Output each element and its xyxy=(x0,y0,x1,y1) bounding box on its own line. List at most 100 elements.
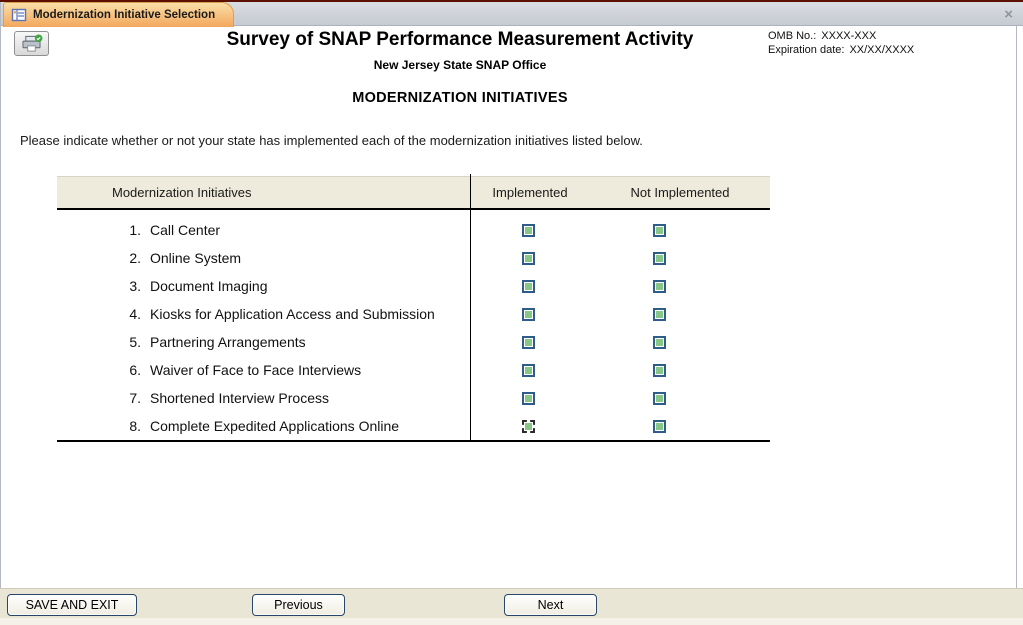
row-label: Call Center xyxy=(150,222,221,238)
indeterminate-mark xyxy=(524,338,532,346)
print-button[interactable] xyxy=(14,31,49,56)
expiration-value: XX/XX/XXXX xyxy=(849,44,915,56)
checkbox-not-implemented[interactable] xyxy=(652,419,666,433)
checkbox-not-implemented[interactable] xyxy=(652,391,666,405)
not-implemented-cell xyxy=(586,223,732,237)
initiative-label-cell: 4. Kiosks for Application Access and Sub… xyxy=(57,306,470,322)
checkbox-not-implemented[interactable] xyxy=(652,279,666,293)
indeterminate-mark xyxy=(524,310,532,318)
checkbox-not-implemented[interactable] xyxy=(652,307,666,321)
checkbox-implemented[interactable] xyxy=(521,251,535,265)
implemented-cell xyxy=(470,363,586,377)
form-icon xyxy=(11,7,27,23)
indeterminate-mark xyxy=(524,366,532,374)
checkbox-not-implemented[interactable] xyxy=(652,251,666,265)
footer-bottom-strip xyxy=(0,618,1023,625)
omb-no-label: OMB No.: xyxy=(768,30,817,42)
implemented-cell xyxy=(470,223,586,237)
initiative-label-cell: 6. Waiver of Face to Face Interviews xyxy=(57,362,470,378)
indeterminate-mark xyxy=(524,422,532,430)
table-row: 4. Kiosks for Application Access and Sub… xyxy=(57,300,770,328)
implemented-cell xyxy=(470,335,586,349)
section-heading: MODERNIZATION INITIATIVES xyxy=(352,90,568,106)
row-label: Document Imaging xyxy=(150,278,268,294)
column-divider xyxy=(470,174,471,440)
checkbox-implemented[interactable] xyxy=(521,391,535,405)
table-row: 7. Shortened Interview Process xyxy=(57,384,770,412)
checkbox-implemented[interactable] xyxy=(521,335,535,349)
implemented-cell xyxy=(470,307,586,321)
row-number: 2. xyxy=(129,250,141,266)
printer-icon xyxy=(20,34,43,53)
row-number: 7. xyxy=(129,390,141,406)
previous-button[interactable]: Previous xyxy=(252,594,345,616)
column-header-not-implemented: Not Implemented xyxy=(630,185,730,200)
indeterminate-mark xyxy=(655,310,663,318)
window-left-edge xyxy=(0,2,1,625)
indeterminate-mark xyxy=(524,226,532,234)
indeterminate-mark xyxy=(655,254,663,262)
omb-no-value: XXXX-XXX xyxy=(821,30,877,42)
tab-modernization-initiative-selection[interactable]: Modernization Initiative Selection xyxy=(3,2,235,27)
checkbox-implemented[interactable] xyxy=(521,223,535,237)
not-implemented-cell xyxy=(586,419,732,433)
close-icon[interactable]: × xyxy=(1004,6,1013,23)
row-number: 5. xyxy=(129,334,141,350)
initiative-label-cell: 5. Partnering Arrangements xyxy=(57,334,470,350)
row-number: 8. xyxy=(129,418,141,434)
implemented-cell xyxy=(470,251,586,265)
instruction-text: Please indicate whether or not your stat… xyxy=(20,133,643,148)
indeterminate-mark xyxy=(655,338,663,346)
row-label: Kiosks for Application Access and Submis… xyxy=(150,306,435,322)
indeterminate-mark xyxy=(524,254,532,262)
checkbox-not-implemented[interactable] xyxy=(652,335,666,349)
checkbox-not-implemented[interactable] xyxy=(652,363,666,377)
window-right-edge xyxy=(1016,26,1017,625)
not-implemented-cell xyxy=(586,363,732,377)
indeterminate-mark xyxy=(655,366,663,374)
indeterminate-mark xyxy=(655,394,663,402)
save-and-exit-button[interactable]: SAVE AND EXIT xyxy=(7,594,137,616)
table-header-row: Modernization Initiatives Implemented No… xyxy=(57,176,770,210)
table-row: 2. Online System xyxy=(57,244,770,272)
table-row: 1. Call Center xyxy=(57,216,770,244)
checkbox-implemented[interactable] xyxy=(521,419,535,433)
row-label: Partnering Arrangements xyxy=(150,334,306,350)
checkbox-implemented[interactable] xyxy=(521,279,535,293)
next-button[interactable]: Next xyxy=(504,594,597,616)
row-label: Shortened Interview Process xyxy=(150,390,329,406)
checkbox-not-implemented[interactable] xyxy=(652,223,666,237)
indeterminate-mark xyxy=(524,394,532,402)
window-top-accent xyxy=(0,0,1023,2)
row-label: Waiver of Face to Face Interviews xyxy=(150,362,362,378)
initiative-label-cell: 2. Online System xyxy=(57,250,470,266)
row-number: 4. xyxy=(129,306,141,322)
table-row: 8. Complete Expedited Applications Onlin… xyxy=(57,412,770,440)
implemented-cell xyxy=(470,279,586,293)
indeterminate-mark xyxy=(655,422,663,430)
implemented-cell xyxy=(470,419,586,433)
checkbox-implemented[interactable] xyxy=(521,363,535,377)
initiative-label-cell: 3. Document Imaging xyxy=(57,278,470,294)
modernization-initiatives-table: Modernization Initiatives Implemented No… xyxy=(57,174,770,442)
initiative-label-cell: 1. Call Center xyxy=(57,222,470,238)
not-implemented-cell xyxy=(586,307,732,321)
not-implemented-cell xyxy=(586,335,732,349)
omb-info: OMB No.: XXXX-XXX Expiration date: XX/XX/X… xyxy=(768,29,914,57)
column-header-implemented: Implemented xyxy=(492,185,568,200)
expiration-label: Expiration date: xyxy=(768,44,845,56)
indeterminate-mark xyxy=(655,226,663,234)
table-body: 1. Call Center 2. Online System xyxy=(57,174,770,442)
indeterminate-mark xyxy=(524,282,532,290)
row-number: 1. xyxy=(129,222,141,238)
checkbox-implemented[interactable] xyxy=(521,307,535,321)
column-header-initiatives: Modernization Initiatives xyxy=(112,185,252,200)
table-row: 5. Partnering Arrangements xyxy=(57,328,770,356)
page-title: Survey of SNAP Performance Measurement A… xyxy=(226,29,694,50)
indeterminate-mark xyxy=(655,282,663,290)
initiative-label-cell: 7. Shortened Interview Process xyxy=(57,390,470,406)
table-row: 6. Waiver of Face to Face Interviews xyxy=(57,356,770,384)
row-number: 6. xyxy=(129,362,141,378)
not-implemented-cell xyxy=(586,279,732,293)
